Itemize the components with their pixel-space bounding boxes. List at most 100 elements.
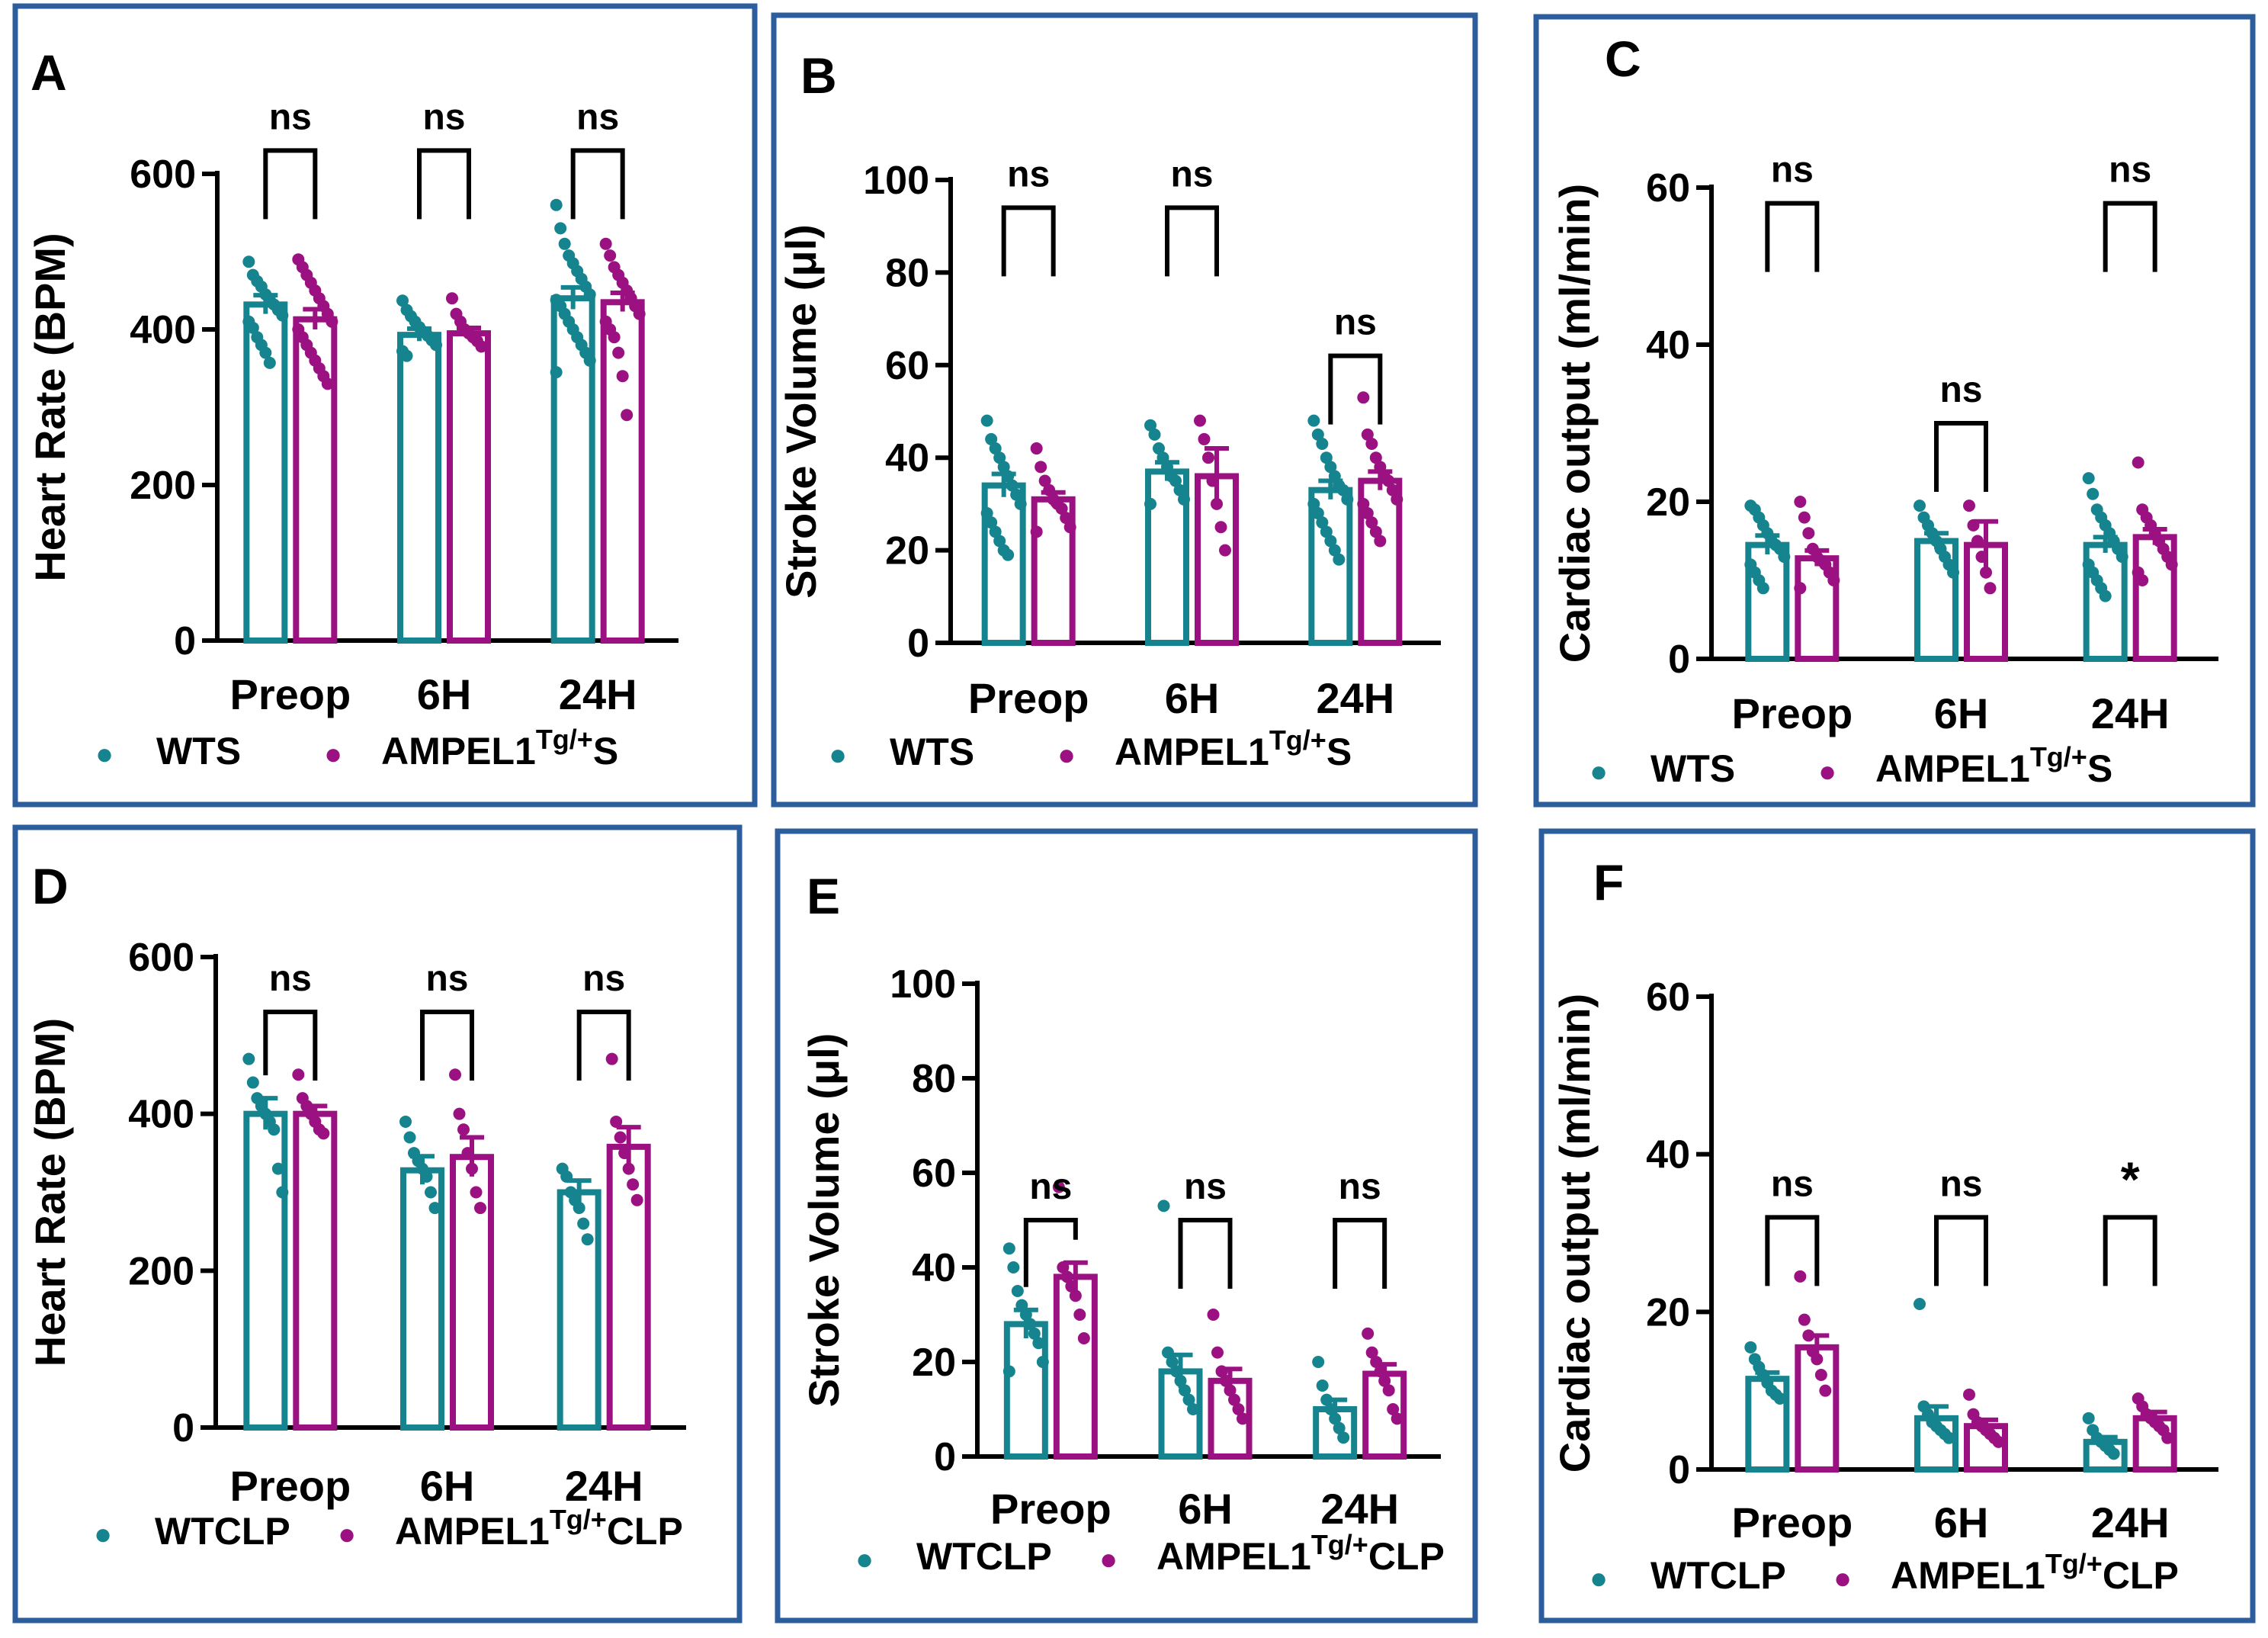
panel-letter: A — [30, 44, 67, 101]
data-point — [1228, 1393, 1240, 1406]
bar-ampel1-24h — [606, 1143, 651, 1431]
data-point — [292, 1068, 305, 1081]
x-tick-label: 24H — [2091, 1498, 2170, 1546]
x-tick-label: 6H — [1178, 1485, 1233, 1533]
data-point — [1798, 1313, 1811, 1326]
data-point — [1169, 474, 1182, 487]
data-point — [1157, 1200, 1170, 1212]
data-point — [612, 346, 625, 359]
x-tick-label: Preop — [1731, 689, 1853, 737]
data-point — [1333, 553, 1346, 566]
comparison-bracket — [263, 1009, 318, 1081]
data-point — [1984, 582, 1997, 595]
panel-d: D 0 200 400 600 Heart Rate (BPM) ns Preop ns 6H ns… — [12, 824, 743, 1624]
data-point — [1036, 1356, 1049, 1368]
bar-ampel1-6h — [450, 1154, 494, 1431]
panel-frame — [1538, 828, 2256, 1624]
legend-marker-tg: ● — [1833, 1562, 1852, 1595]
legend-label-tg: AMPEL1Tg/+S — [1115, 724, 1352, 773]
significance-label: ns — [1184, 1167, 1227, 1207]
panel-letter: F — [1593, 854, 1624, 911]
data-point — [581, 1233, 594, 1246]
y-tick-label: 40 — [1646, 323, 1690, 368]
data-point — [1316, 1379, 1329, 1392]
data-point — [1032, 1337, 1045, 1350]
data-point — [1333, 1421, 1346, 1434]
data-point — [1819, 1384, 1832, 1397]
data-point — [2107, 1447, 2120, 1460]
y-tick-label: 100 — [863, 159, 929, 203]
legend-marker-tg: ● — [324, 737, 342, 771]
legend-marker-wt: ● — [1590, 755, 1608, 788]
legend-label-suffix: S — [2087, 747, 2112, 790]
data-point — [1362, 1327, 1375, 1340]
data-point — [475, 340, 488, 353]
panel-b: B 0 20 40 60 80 100 Stroke Volume (μl) ns Preop ns… — [771, 12, 1478, 808]
data-point — [1744, 1341, 1757, 1354]
legend-marker-wt: ● — [95, 737, 114, 771]
data-point — [1173, 483, 1186, 496]
data-point — [1365, 437, 1378, 450]
legend-label-wt: WTCLP — [916, 1535, 1052, 1578]
x-tick-label: Preop — [229, 1462, 351, 1510]
data-point — [276, 1186, 289, 1199]
comparison-bracket — [1934, 1215, 1988, 1286]
data-point — [1369, 525, 1382, 538]
data-point — [321, 377, 334, 390]
comparison-bracket — [2103, 1215, 2157, 1286]
data-point — [622, 1162, 635, 1175]
comparison-bracket — [1765, 1215, 1820, 1286]
comparison-bracket — [1165, 205, 1219, 277]
data-point — [268, 1123, 281, 1136]
data-point — [558, 237, 571, 250]
x-tick-label: 24H — [559, 670, 637, 718]
significance-label: ns — [1939, 1164, 1982, 1204]
significance-label: ns — [1771, 150, 1814, 191]
data-point — [1357, 497, 1370, 510]
y-tick-label: 0 — [1668, 638, 1690, 682]
data-point — [1182, 1393, 1195, 1406]
legend-label-suffix: CLP — [1368, 1535, 1445, 1578]
x-tick-label: 6H — [420, 1462, 475, 1510]
data-point — [1014, 497, 1027, 510]
x-tick-label: Preop — [229, 670, 351, 718]
data-point — [1010, 488, 1023, 501]
legend-label-suffix: S — [593, 730, 618, 772]
y-tick-label: 100 — [890, 962, 956, 1007]
data-point — [1002, 1365, 1015, 1378]
data-point — [430, 339, 442, 352]
data-point — [425, 1186, 437, 1199]
legend-label-wt: WTS — [156, 730, 241, 772]
legend-label-suffix: CLP — [2103, 1554, 2179, 1597]
data-point — [997, 461, 1010, 474]
panel-frame — [12, 824, 743, 1624]
data-point — [604, 249, 617, 262]
data-point — [2082, 1412, 2095, 1424]
data-point — [1207, 1309, 1220, 1321]
data-point — [1060, 1270, 1073, 1283]
data-point — [577, 1217, 590, 1230]
data-point — [1002, 548, 1015, 561]
x-tick-label: Preop — [968, 674, 1089, 722]
data-point — [1063, 521, 1076, 534]
data-point — [1198, 432, 1211, 445]
data-point — [242, 255, 255, 268]
significance-label: ns — [576, 97, 619, 137]
legend-label-tg: AMPEL1Tg/+CLP — [1156, 1529, 1445, 1578]
data-point — [1144, 497, 1156, 510]
data-point — [1365, 516, 1378, 529]
data-point — [2136, 574, 2149, 586]
comparison-bracket — [1001, 205, 1056, 277]
x-tick-label: Preop — [1731, 1498, 1853, 1546]
legend-label-main: AMPEL1 — [1891, 1554, 2045, 1597]
data-point — [1814, 1369, 1827, 1381]
data-point — [608, 331, 621, 344]
data-point — [1382, 474, 1395, 487]
data-point — [1324, 461, 1337, 474]
data-point — [1144, 419, 1156, 432]
bar-wts-6h — [397, 332, 441, 644]
data-point — [474, 1202, 486, 1215]
data-point — [1060, 512, 1073, 525]
data-point — [621, 409, 634, 422]
